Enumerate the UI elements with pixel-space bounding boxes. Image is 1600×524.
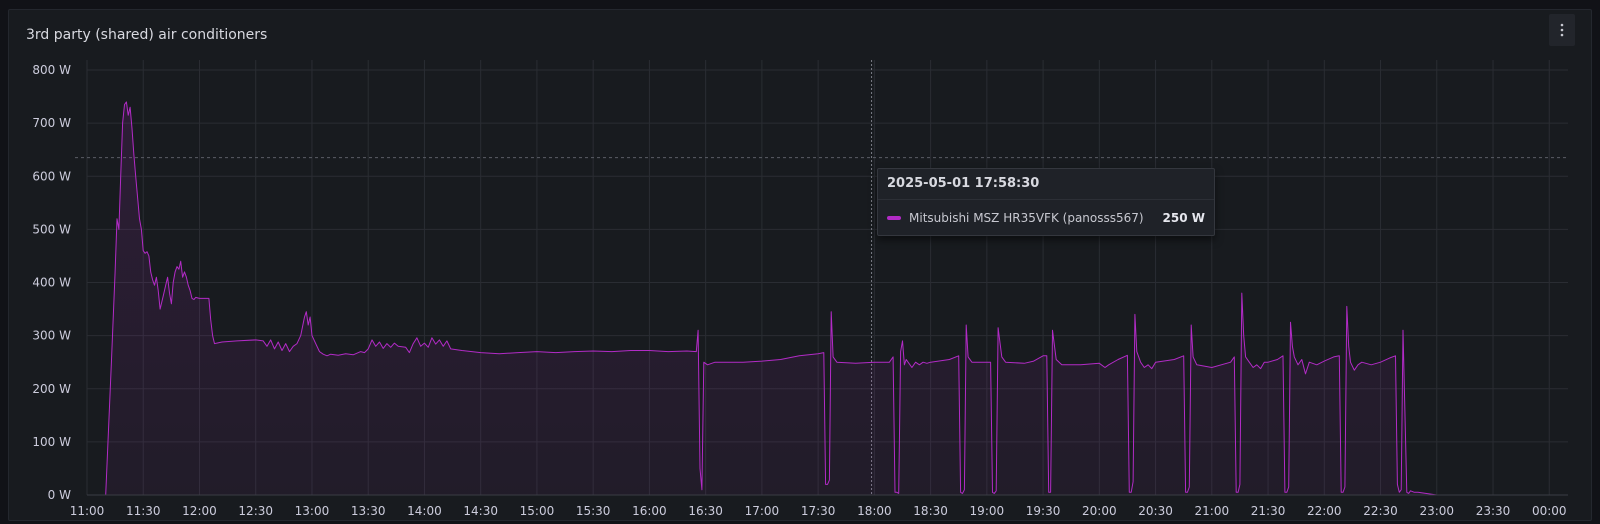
tooltip-time: 2025-05-01 17:58:30 — [878, 169, 1214, 200]
tooltip-row: Mitsubishi MSZ HR35VFK (panosss567) 250 … — [878, 200, 1214, 236]
y-tick-label: 0 W — [48, 488, 71, 502]
x-tick-label: 16:00 — [632, 504, 667, 518]
x-tick-label: 12:30 — [238, 504, 273, 518]
hover-tooltip: 2025-05-01 17:58:30 Mitsubishi MSZ HR35V… — [877, 168, 1215, 236]
y-tick-label: 200 W — [32, 382, 71, 396]
x-tick-label: 17:00 — [745, 504, 780, 518]
x-tick-label: 22:30 — [1363, 504, 1398, 518]
series-line — [87, 101, 1550, 496]
x-tick-label: 19:00 — [970, 504, 1005, 518]
x-tick-label: 15:00 — [520, 504, 555, 518]
x-tick-label: 11:00 — [70, 504, 105, 518]
x-tick-label: 11:30 — [126, 504, 161, 518]
x-tick-label: 13:30 — [351, 504, 386, 518]
x-tick-label: 18:00 — [857, 504, 892, 518]
x-tick-label: 22:00 — [1307, 504, 1342, 518]
x-tick-label: 18:30 — [913, 504, 948, 518]
x-tick-label: 23:30 — [1476, 504, 1511, 518]
y-tick-label: 700 W — [32, 116, 71, 130]
x-tick-label: 00:00 — [1532, 504, 1567, 518]
series-area — [87, 101, 1550, 496]
y-tick-label: 100 W — [32, 435, 71, 449]
y-tick-label: 300 W — [32, 329, 71, 343]
x-tick-label: 17:30 — [801, 504, 836, 518]
x-tick-label: 21:00 — [1195, 504, 1230, 518]
tooltip-series-value: 250 W — [1162, 211, 1205, 225]
panel-title: 3rd party (shared) air conditioners — [26, 27, 268, 43]
y-tick-label: 400 W — [32, 276, 71, 290]
x-tick-label: 21:30 — [1251, 504, 1286, 518]
x-tick-label: 16:30 — [688, 504, 723, 518]
y-tick-label: 500 W — [32, 222, 71, 236]
x-tick-label: 19:30 — [1026, 504, 1061, 518]
x-tick-label: 14:30 — [463, 504, 498, 518]
x-tick-label: 14:00 — [407, 504, 442, 518]
vertical-dots-icon — [1560, 23, 1564, 37]
x-tick-label: 13:00 — [295, 504, 330, 518]
x-tick-label: 20:30 — [1138, 504, 1173, 518]
y-tick-label: 600 W — [32, 169, 71, 183]
x-tick-label: 15:30 — [576, 504, 611, 518]
x-tick-label: 20:00 — [1082, 504, 1117, 518]
x-tick-label: 12:00 — [182, 504, 217, 518]
series-swatch — [887, 216, 901, 220]
y-tick-label: 800 W — [32, 63, 71, 77]
panel-menu-button[interactable] — [1549, 14, 1575, 46]
tooltip-series-name: Mitsubishi MSZ HR35VFK (panosss567) — [909, 211, 1144, 225]
x-tick-label: 23:00 — [1419, 504, 1454, 518]
